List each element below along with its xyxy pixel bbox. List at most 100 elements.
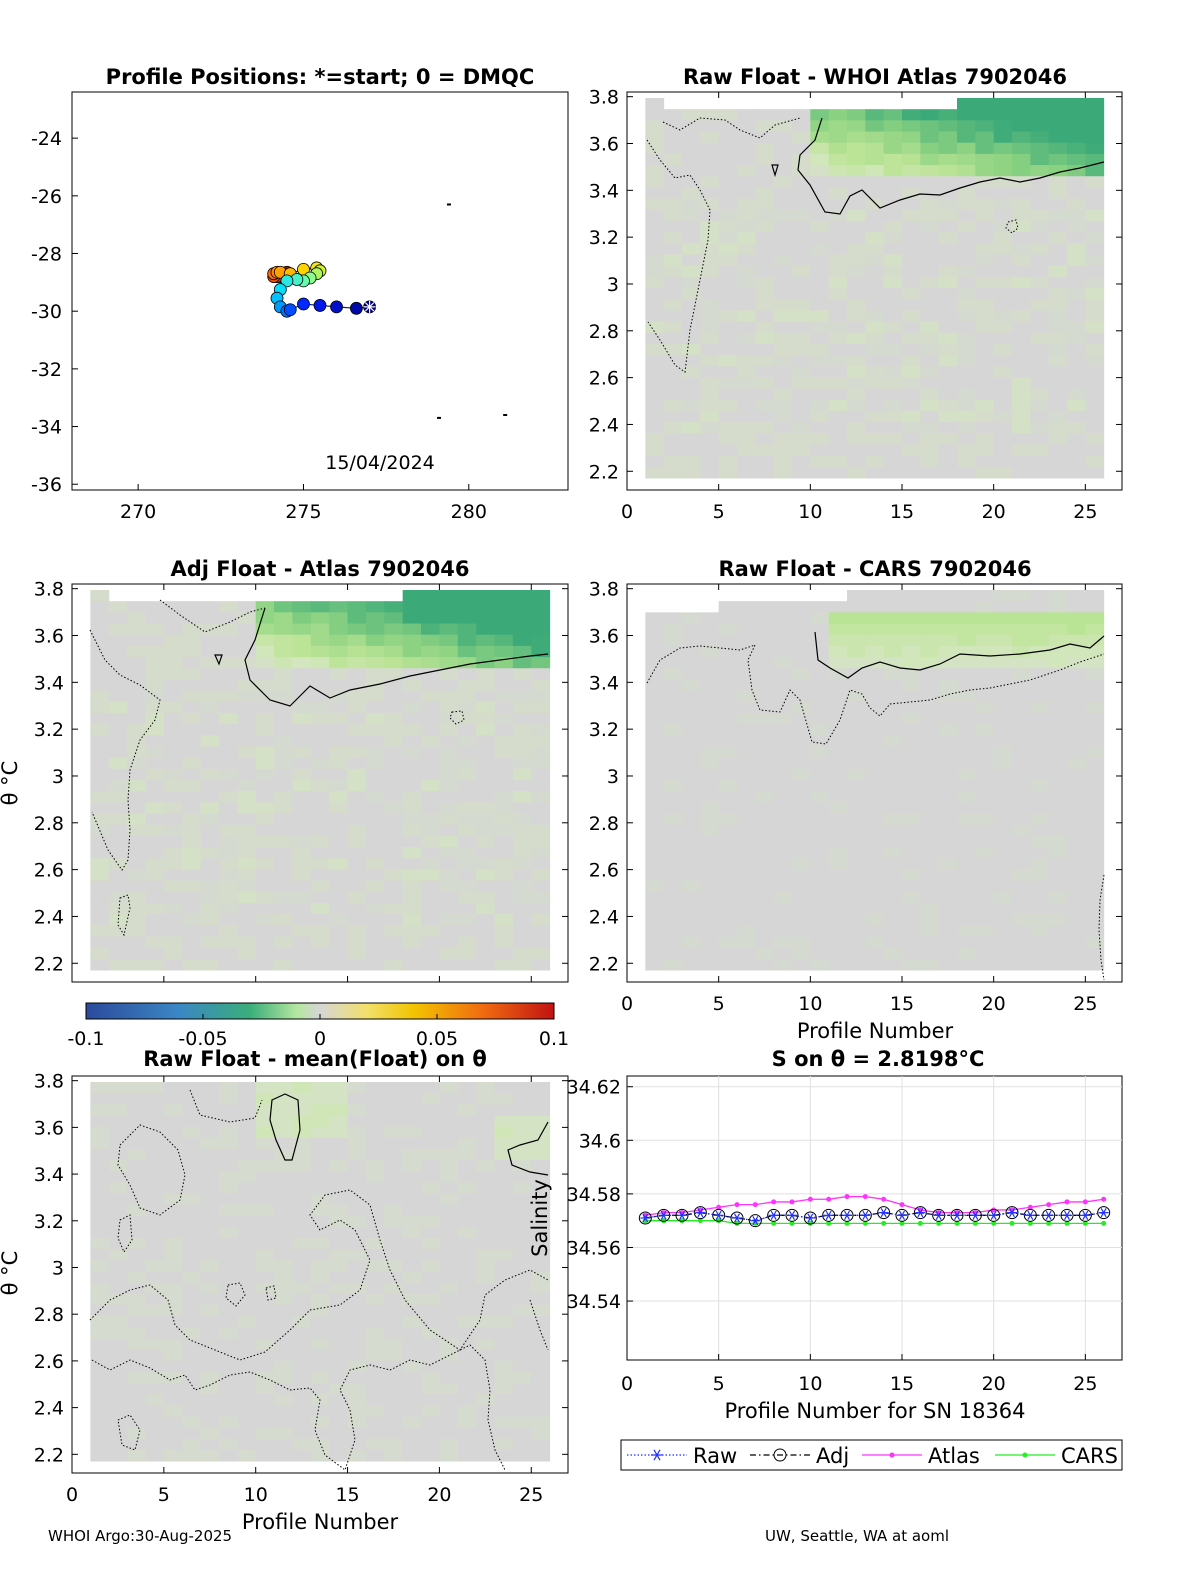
heatmap-cell [402, 746, 422, 759]
heatmap-cell [1030, 410, 1050, 423]
heatmap-cell [365, 947, 385, 960]
heatmap-cell [329, 612, 349, 625]
heatmap-cell [218, 612, 238, 625]
heatmap-cell [1067, 757, 1086, 770]
heatmap-cell [274, 724, 293, 736]
heatmap-cell [457, 634, 477, 647]
heatmap-cell [645, 757, 665, 770]
heatmap-cell [182, 690, 202, 703]
heatmap-cell [828, 142, 848, 155]
heatmap-cell [182, 1249, 202, 1261]
heatmap-cell [145, 645, 165, 658]
heatmap-cell [163, 1382, 183, 1395]
heatmap-cell [1012, 623, 1031, 636]
heatmap-cell [457, 947, 477, 960]
heatmap-cell [1030, 802, 1050, 815]
heatmap-cell [792, 623, 811, 636]
heatmap-cell [531, 1449, 551, 1462]
heatmap-cell [993, 265, 1013, 278]
heatmap-cell [1012, 232, 1031, 244]
heatmap-cell [663, 198, 683, 211]
heatmap-cell [682, 645, 701, 658]
heatmap-cell [663, 712, 683, 725]
heatmap-cell [218, 746, 238, 759]
heatmap-cell [718, 858, 738, 870]
heatmap-cell [682, 187, 701, 200]
salinity-ytick-label: 34.62 [567, 1077, 621, 1099]
heatmap-cell [402, 847, 422, 859]
heatmap-cell [847, 321, 866, 334]
heatmap-cell [773, 712, 793, 725]
heatmap-cell [108, 780, 128, 792]
heatmap-cell [975, 265, 995, 278]
heatmap-cell [663, 299, 683, 311]
heatmap-cell [347, 1126, 367, 1139]
heatmap-cell [292, 724, 312, 736]
heatmap-cell [865, 243, 885, 255]
heatmap-cell [512, 1327, 532, 1339]
heatmap-cell [145, 712, 165, 725]
heatmap-cell [457, 1316, 477, 1328]
series-atlas-point [1027, 1204, 1033, 1210]
heatmap-cell [402, 780, 422, 792]
heatmap-cell [993, 590, 1013, 602]
heatmap-cell [274, 634, 293, 647]
heatmap-cell [494, 925, 514, 937]
heatmap-cell [755, 165, 775, 177]
heatmap-cell [1048, 679, 1068, 692]
heatmap-cell [200, 835, 220, 848]
heatmap-cell [663, 914, 683, 926]
heatmap-cell [421, 1215, 440, 1228]
heatmap-cell [108, 914, 128, 926]
heatmap-cell [531, 1405, 551, 1417]
heatmap-cell [663, 902, 683, 915]
heatmap-cell [476, 1316, 496, 1328]
heatmap-cell [347, 936, 367, 949]
heatmap-cell [957, 276, 976, 289]
heatmap-cell [1048, 936, 1068, 949]
series-raw-point [787, 1210, 797, 1220]
profile-position-marker [283, 303, 297, 317]
heatmap-cell [1048, 668, 1068, 680]
heatmap-cell [237, 824, 257, 837]
heatmap-cell [218, 1082, 238, 1094]
heatmap-cell [347, 1082, 367, 1094]
heatmap-cell [531, 869, 551, 882]
heatmap-cell [384, 1115, 404, 1128]
heatmap-cell [365, 1126, 385, 1139]
heatmap-cell [439, 1171, 459, 1183]
heatmap-cell [329, 679, 349, 692]
heatmap-cell [938, 791, 958, 803]
heatmap-cell [828, 220, 848, 233]
heatmap-cell [975, 276, 995, 289]
heatmap-cell [993, 243, 1013, 255]
heatmap-cell [847, 612, 866, 625]
heatmap-cell [292, 925, 312, 937]
heatmap-cell [865, 288, 885, 300]
heatmap-cell [865, 824, 885, 837]
heatmap-cell [755, 243, 775, 255]
heatmap-cell [700, 332, 720, 345]
heatmap-cell [531, 858, 551, 870]
heatmap-cell [255, 746, 275, 759]
heatmap-cell [512, 925, 532, 937]
heatmap-cell [512, 1260, 532, 1272]
heatmap-cell [274, 1382, 293, 1395]
heatmap-cell [182, 1182, 202, 1194]
heatmap-cell [274, 1148, 293, 1161]
heatmap-cell [1067, 131, 1086, 144]
heatmap-cell [865, 724, 885, 736]
heatmap-cell [384, 1371, 404, 1384]
heatmap-cell [993, 131, 1013, 144]
heatmap-cell [993, 109, 1013, 121]
heatmap-cell [457, 1182, 477, 1194]
heatmap-cell [255, 1338, 275, 1351]
heatmap-cell [108, 657, 128, 669]
series-adj-point [913, 1206, 927, 1220]
heatmap-cell [828, 746, 848, 759]
heatmap-cell [718, 209, 738, 222]
series-atlas-point [789, 1199, 795, 1205]
heatmap-cell [531, 936, 551, 949]
heatmap-cell [773, 220, 793, 233]
heatmap-cell [792, 422, 811, 434]
